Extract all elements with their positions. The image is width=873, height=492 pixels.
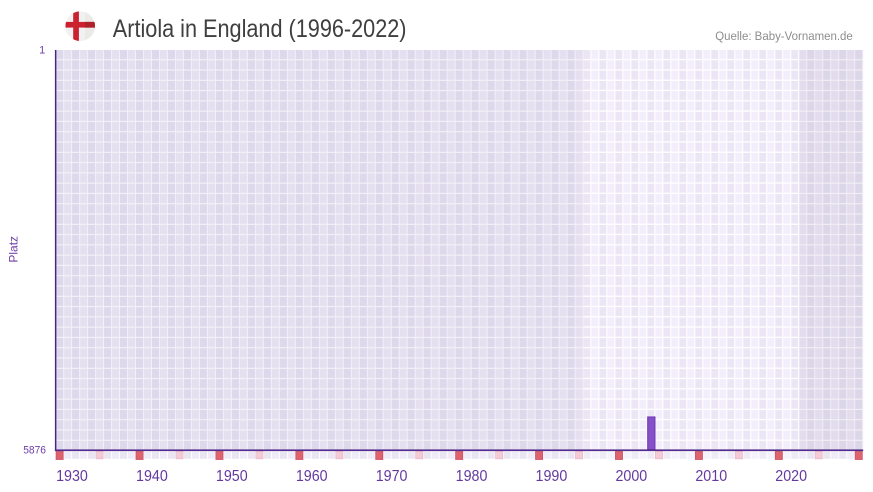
svg-text:1990: 1990	[536, 468, 568, 485]
svg-text:Artiola in England (1996-2022): Artiola in England (1996-2022)	[113, 15, 407, 43]
svg-text:1950: 1950	[216, 468, 248, 485]
svg-text:2010: 2010	[695, 468, 727, 485]
svg-text:1: 1	[39, 45, 45, 57]
svg-text:Quelle: Baby-Vornamen.de: Quelle: Baby-Vornamen.de	[715, 29, 853, 43]
svg-text:1940: 1940	[136, 468, 168, 485]
svg-text:2000: 2000	[615, 468, 647, 485]
svg-text:1960: 1960	[296, 468, 328, 485]
svg-text:Platz: Platz	[6, 236, 20, 263]
svg-text:1930: 1930	[56, 468, 88, 485]
svg-text:5876: 5876	[23, 445, 46, 457]
svg-text:2020: 2020	[775, 468, 807, 485]
svg-text:1970: 1970	[376, 468, 408, 485]
svg-text:1980: 1980	[456, 468, 488, 485]
